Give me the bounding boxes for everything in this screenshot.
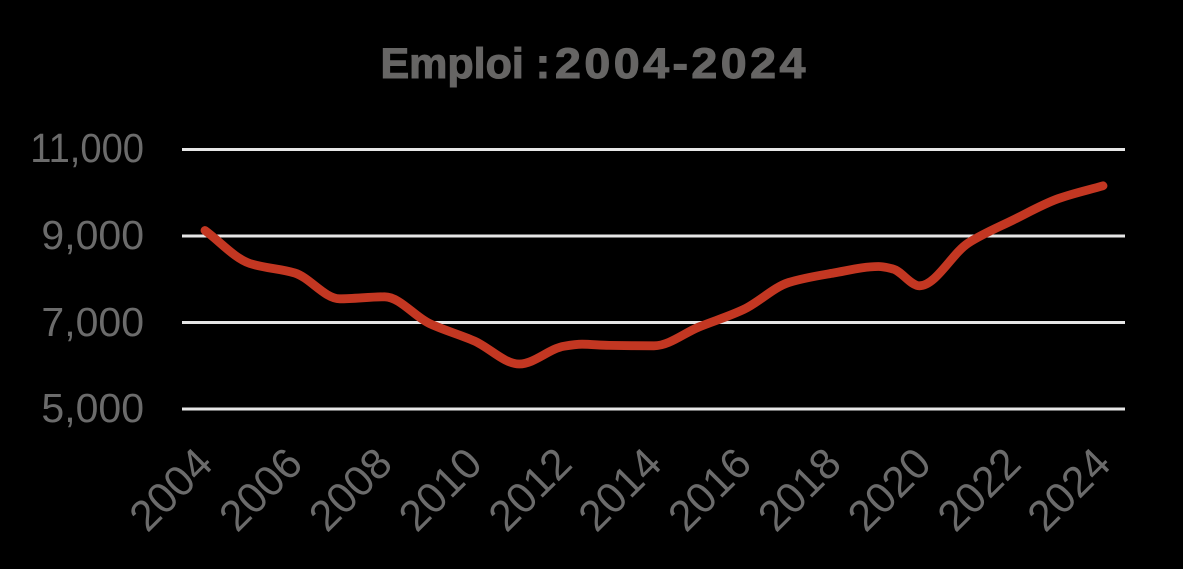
svg-text:2012: 2012 (480, 439, 582, 541)
svg-text:2016: 2016 (659, 439, 761, 541)
svg-text:2010: 2010 (390, 439, 492, 541)
svg-text:2020: 2020 (839, 439, 941, 541)
svg-text:2022: 2022 (929, 439, 1031, 541)
svg-text:2004: 2004 (120, 439, 222, 541)
svg-text:2018: 2018 (749, 439, 851, 541)
svg-text:2008: 2008 (300, 439, 402, 541)
svg-text:2006: 2006 (210, 439, 312, 541)
svg-text:2024: 2024 (1018, 439, 1120, 541)
svg-text:2014: 2014 (569, 439, 671, 541)
